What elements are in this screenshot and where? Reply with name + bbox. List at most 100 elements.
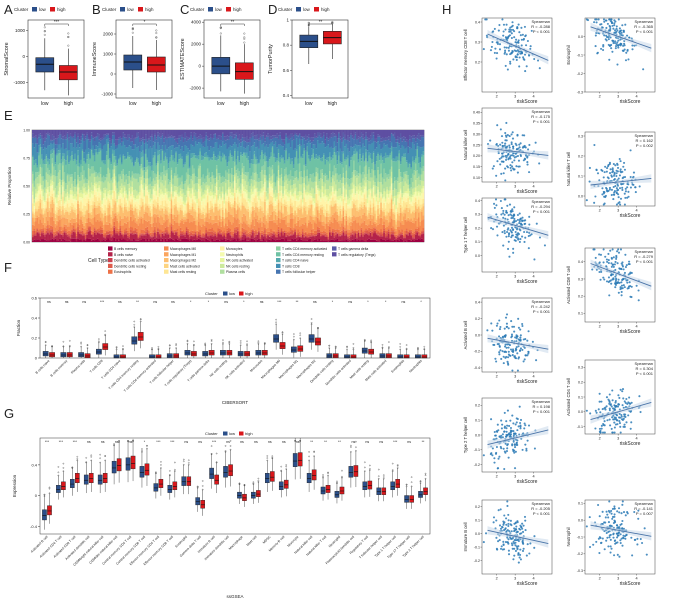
area-sample — [235, 144, 238, 160]
area-sample — [208, 218, 211, 224]
area-sample — [44, 222, 46, 228]
area-sample — [258, 138, 260, 141]
area-sample — [86, 179, 89, 184]
area-sample — [258, 223, 260, 228]
area-sample — [226, 189, 229, 195]
area-sample — [221, 186, 224, 192]
area-sample — [128, 134, 131, 138]
area-sample — [265, 241, 268, 242]
area-sample — [96, 207, 99, 214]
area-sample — [53, 148, 55, 151]
area-sample — [152, 236, 155, 240]
area-sample — [59, 234, 61, 239]
area-sample — [38, 232, 40, 234]
area-sample — [53, 142, 55, 149]
area-sample — [306, 233, 309, 236]
area-sample — [264, 199, 266, 202]
area-sample — [292, 192, 295, 197]
area-sample — [172, 231, 174, 233]
area-sample — [78, 197, 81, 202]
area-sample — [89, 213, 92, 219]
area-sample — [188, 210, 191, 213]
area-sample — [60, 201, 63, 204]
area-sample — [131, 240, 134, 242]
area-sample — [211, 203, 214, 206]
area-sample — [72, 228, 75, 232]
area-sample — [185, 172, 188, 180]
area-sample — [185, 212, 188, 214]
area-sample — [292, 180, 295, 185]
area-sample — [95, 184, 98, 189]
area-sample — [151, 215, 153, 217]
area-sample — [57, 209, 60, 216]
area-sample — [274, 135, 277, 138]
area-sample — [62, 153, 64, 157]
area-sample — [231, 146, 233, 156]
area-sample — [246, 185, 248, 191]
area-sample — [268, 201, 271, 205]
area-sample — [167, 163, 170, 169]
area-sample — [336, 191, 339, 197]
area-sample — [359, 209, 361, 216]
area-sample — [80, 140, 83, 144]
area-sample — [105, 214, 108, 217]
area-sample — [316, 232, 319, 235]
outlier — [155, 36, 158, 39]
area-sample — [193, 233, 196, 236]
area-sample — [155, 237, 158, 241]
area-sample — [244, 208, 247, 216]
area-sample — [133, 197, 135, 203]
area-sample — [50, 139, 52, 141]
area-sample — [71, 199, 73, 203]
area-sample — [92, 194, 95, 198]
area-sample — [74, 134, 76, 140]
area-sample — [131, 175, 134, 182]
area-sample — [167, 147, 170, 164]
area-sample — [119, 225, 122, 229]
area-sample — [81, 198, 84, 204]
area-sample — [205, 229, 208, 234]
area-sample — [87, 137, 90, 140]
area-sample — [78, 177, 81, 182]
area-sample — [277, 192, 280, 200]
area-sample — [185, 200, 188, 203]
area-sample — [249, 141, 251, 152]
area-sample — [44, 130, 46, 138]
area-sample — [131, 193, 134, 200]
area-sample — [44, 164, 46, 180]
area-sample — [170, 137, 173, 146]
area-sample — [347, 155, 349, 159]
area-sample — [139, 211, 141, 218]
area-sample — [105, 188, 108, 197]
area-sample — [157, 142, 159, 151]
area-sample — [128, 154, 131, 158]
area-sample — [232, 222, 235, 232]
area-sample — [158, 217, 161, 223]
area-sample — [120, 230, 123, 233]
area-sample — [235, 173, 238, 184]
area-sample — [350, 236, 352, 241]
area-sample — [339, 163, 342, 175]
area-sample — [143, 233, 146, 235]
area-sample — [113, 190, 116, 201]
area-sample — [145, 167, 147, 173]
area-sample — [169, 202, 171, 209]
area-sample — [360, 218, 363, 224]
area-sample — [229, 197, 232, 202]
area-sample — [345, 159, 348, 165]
area-sample — [256, 233, 259, 235]
area-sample — [152, 222, 155, 231]
area-sample — [229, 150, 232, 154]
area-sample — [339, 226, 342, 232]
area-sample — [190, 210, 193, 215]
area-sample — [262, 130, 265, 133]
area-sample — [105, 139, 108, 152]
area-sample — [36, 193, 39, 199]
area-sample — [98, 185, 101, 188]
area-sample — [226, 148, 229, 163]
area-sample — [246, 202, 248, 209]
area-sample — [140, 177, 143, 181]
area-sample — [283, 144, 286, 151]
area-sample — [102, 182, 105, 189]
area-sample — [86, 210, 89, 219]
